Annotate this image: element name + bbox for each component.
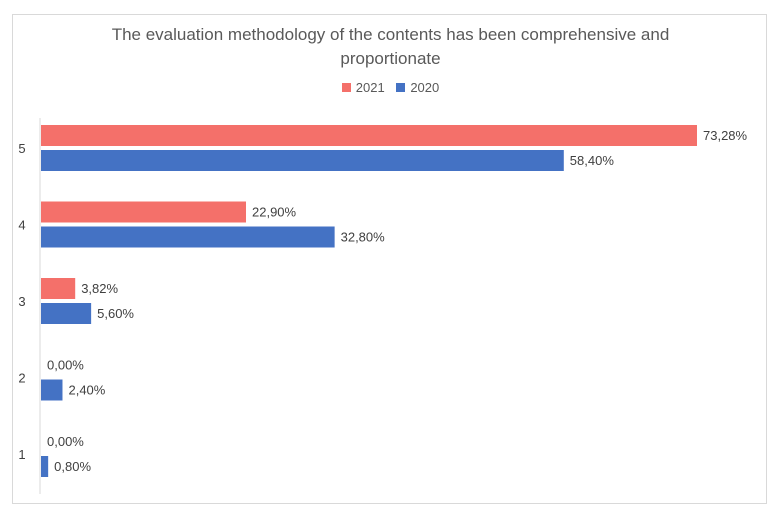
chart-frame: The evaluation methodology of the conten… (12, 14, 767, 504)
legend-item-2020: 2020 (396, 80, 439, 95)
data-label-2021-cat-3: 3,82% (81, 281, 118, 296)
legend-item-2021: 2021 (341, 80, 385, 95)
chart-title: The evaluation methodology of the conten… (13, 23, 768, 71)
chart-title-line-2: proportionate (340, 49, 441, 68)
data-label-2020-cat-4: 32,80% (341, 230, 386, 245)
legend-label-2021: 2021 (355, 80, 385, 95)
bar-2020-cat-5 (41, 150, 564, 171)
category-label-3: 3 (18, 294, 25, 309)
legend-swatch-2021 (341, 83, 351, 92)
category-label-1: 1 (18, 447, 25, 462)
data-label-2020-cat-2: 2,40% (68, 383, 105, 398)
data-label-2020-cat-5: 58,40% (570, 153, 615, 168)
bar-2020-cat-2 (41, 379, 63, 401)
data-label-2021-cat-2: 0,00% (47, 358, 84, 373)
bar-2020-cat-4 (41, 226, 335, 248)
legend: 2021 2020 (13, 80, 768, 95)
bar-2021-cat-4 (41, 201, 246, 223)
bar-2020-cat-1 (41, 456, 49, 477)
category-label-5: 5 (18, 141, 25, 156)
legend-swatch-2020 (396, 83, 406, 92)
data-label-2021-cat-5: 73,28% (703, 128, 748, 143)
bar-2021-cat-3 (41, 278, 76, 299)
data-label-2020-cat-1: 0,80% (54, 459, 91, 474)
bar-2020-cat-3 (41, 303, 92, 324)
data-label-2021-cat-4: 22,90% (252, 205, 297, 220)
legend-label-2020: 2020 (410, 80, 440, 95)
data-label-2020-cat-3: 5,60% (97, 306, 134, 321)
bar-2021-cat-5 (41, 125, 697, 146)
chart-title-line-1: The evaluation methodology of the conten… (111, 25, 670, 44)
data-label-2021-cat-1: 0,00% (47, 434, 84, 449)
category-label-2: 2 (18, 371, 25, 386)
category-label-4: 4 (18, 218, 25, 233)
